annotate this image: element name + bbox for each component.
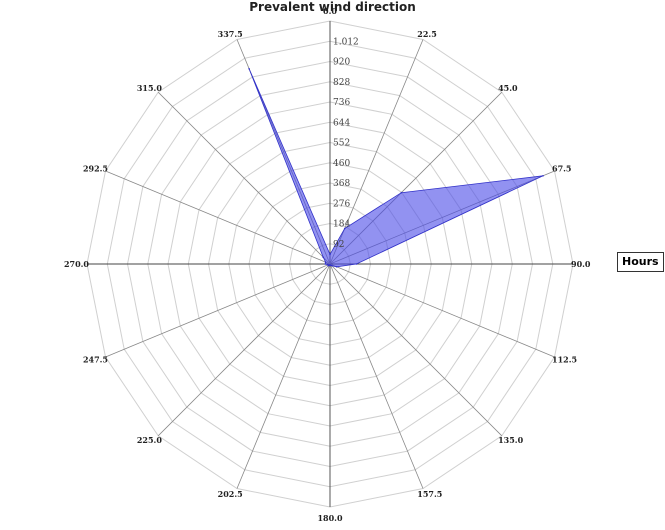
data-point: [324, 261, 327, 264]
legend-entry: Hours: [617, 252, 664, 272]
direction-label: 45.0: [498, 83, 518, 93]
ring-tick-label: 368: [333, 179, 350, 189]
axis-spoke: [157, 263, 331, 437]
direction-label: 225.0: [137, 435, 162, 445]
direction-label: 67.5: [552, 164, 571, 174]
data-point: [400, 191, 403, 194]
chart-title: Prevalent wind direction: [249, 0, 416, 14]
data-point: [324, 263, 327, 265]
direction-label: 135.0: [498, 435, 523, 445]
direction-label: 22.5: [417, 29, 436, 39]
ring-tick-label: 460: [333, 159, 350, 169]
ring-tick-label: 552: [333, 139, 350, 149]
data-point: [355, 263, 358, 265]
data-point: [330, 264, 333, 267]
ring-tick-label: 92: [333, 240, 344, 250]
axis-spoke: [236, 263, 331, 489]
data-point: [327, 264, 329, 266]
data-point: [322, 256, 325, 259]
data-point: [343, 227, 346, 230]
direction-label: 90.0: [571, 259, 591, 269]
direction-label: 202.5: [218, 489, 243, 499]
direction-label: 270.0: [64, 259, 89, 269]
direction-label: 315.0: [137, 83, 162, 93]
direction-label: 157.5: [417, 489, 442, 499]
ring-tick-label: 644: [333, 118, 350, 128]
ring-tick-label: 920: [333, 58, 350, 68]
direction-label: 337.5: [218, 29, 243, 39]
direction-label: 247.5: [83, 354, 108, 364]
ring-tick-label: 184: [333, 220, 350, 230]
ring-tick-label: 1.012: [333, 37, 359, 47]
direction-label: 180.0: [317, 513, 342, 523]
axis-spoke: [329, 263, 503, 437]
axis-spoke: [157, 91, 331, 265]
axis-spoke: [105, 170, 331, 265]
axis-spoke: [105, 263, 331, 358]
axis-spoke: [329, 263, 424, 489]
data-point: [328, 264, 331, 266]
data-point: [248, 68, 250, 70]
direction-label: 112.5: [552, 354, 577, 364]
ring-tick-label: 276: [333, 199, 350, 209]
direction-label: 0.0: [323, 6, 337, 16]
ring-tick-label: 736: [333, 98, 350, 108]
direction-label: 292.5: [83, 164, 108, 174]
data-point: [542, 175, 544, 177]
ring-tick-label: 828: [333, 78, 350, 88]
data-point: [335, 266, 338, 268]
axis-spoke: [329, 39, 424, 265]
axis-spoke: [329, 263, 555, 358]
data-point: [329, 253, 331, 256]
series-area-hours: [248, 68, 544, 268]
